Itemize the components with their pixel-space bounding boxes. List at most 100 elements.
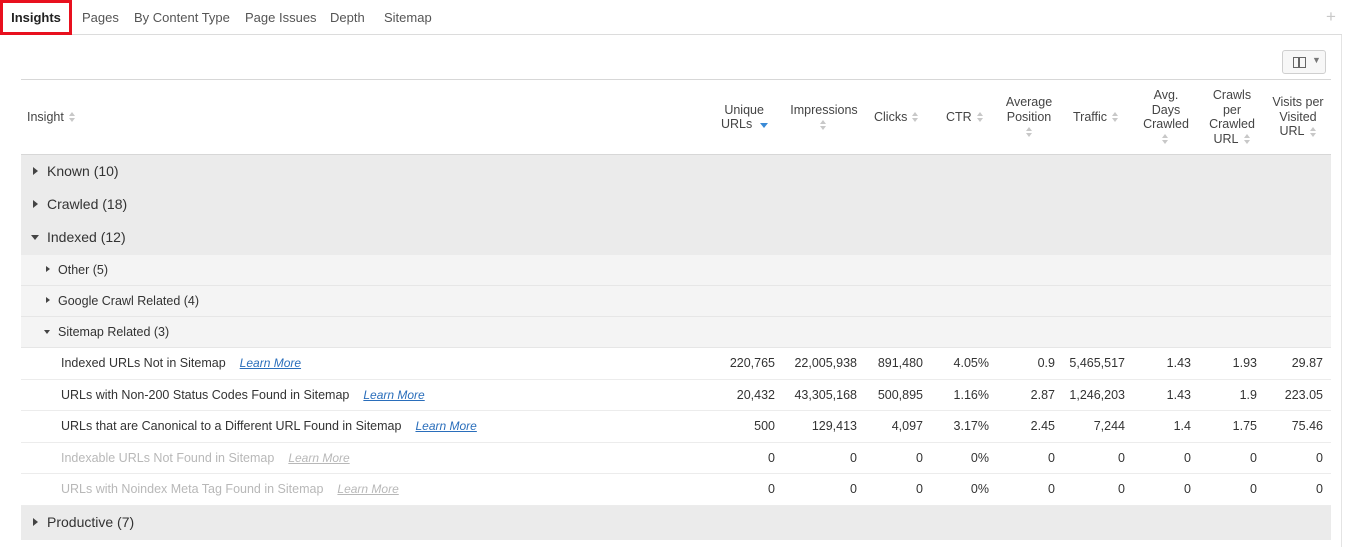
- column-label: Insight: [27, 109, 64, 124]
- tab-divider: [0, 34, 1342, 35]
- plus-icon[interactable]: +: [1326, 7, 1336, 26]
- column-header-traffic[interactable]: Traffic: [1073, 80, 1119, 154]
- column-header-crawls-per-crawled-url[interactable]: Crawls per Crawled URL: [1204, 80, 1260, 154]
- cell-crawls-per: 0: [1250, 482, 1257, 496]
- insight-name: Indexed URLs Not in Sitemap Learn More: [61, 348, 301, 379]
- cell-avg-position: 2.45: [1030, 419, 1055, 433]
- cell-clicks: 500,895: [877, 387, 923, 402]
- subgroup-row-google-crawl[interactable]: Google Crawl Related (4): [21, 286, 1331, 317]
- column-label: Avg. Days Crawled: [1143, 88, 1189, 146]
- caret-right-icon: [46, 266, 50, 272]
- cell-traffic: 0: [1118, 482, 1125, 496]
- tab-by-content-type[interactable]: By Content Type: [134, 10, 230, 25]
- sort-icon: [1025, 126, 1033, 137]
- insight-name: URLs with Non-200 Status Codes Found in …: [61, 380, 425, 411]
- insight-label: URLs that are Canonical to a Different U…: [61, 419, 402, 433]
- subgroup-label: Sitemap Related (3): [58, 325, 170, 339]
- sort-icon: [976, 112, 984, 122]
- column-label: Clicks: [874, 109, 908, 124]
- caret-right-icon: [46, 297, 50, 303]
- table-row[interactable]: URLs that are Canonical to a Different U…: [21, 411, 1331, 443]
- cell-clicks: 0: [916, 450, 923, 465]
- cell-clicks: 4,097: [891, 419, 923, 433]
- insight-label: Indexable URLs Not Found in Sitemap: [61, 450, 275, 465]
- columns-icon: [1293, 57, 1306, 68]
- cell-avg-days: 0: [1184, 450, 1191, 465]
- sort-icon: [1162, 134, 1169, 145]
- tab-depth[interactable]: Depth: [330, 10, 365, 25]
- cell-avg-days: 1.43: [1166, 387, 1191, 402]
- cell-ctr: 0%: [970, 482, 989, 496]
- group-row-crawled[interactable]: Crawled (18): [21, 188, 1331, 221]
- cell-traffic: 0: [1118, 450, 1125, 465]
- learn-more-link[interactable]: Learn More: [337, 482, 399, 496]
- insight-name: Indexable URLs Not Found in Sitemap Learn…: [61, 443, 350, 474]
- caret-down-icon: [44, 330, 50, 334]
- column-picker-button[interactable]: ▼: [1282, 50, 1326, 74]
- column-label: Traffic: [1073, 109, 1108, 124]
- tab-sitemap[interactable]: Sitemap: [384, 10, 432, 25]
- column-header-average-position[interactable]: Average Position: [1001, 80, 1057, 154]
- group-row-productive[interactable]: Productive (7): [21, 505, 1331, 540]
- cell-clicks: 891,480: [877, 356, 923, 370]
- column-label: Unique URLs: [721, 103, 769, 132]
- group-row-indexed[interactable]: Indexed (12): [21, 221, 1331, 255]
- table-row[interactable]: Indexed URLs Not in Sitemap Learn More 220…: [21, 348, 1331, 380]
- insight-label: Indexed URLs Not in Sitemap: [61, 356, 226, 370]
- cell-visits-per: 223.05: [1284, 387, 1323, 402]
- subgroup-row-sitemap[interactable]: Sitemap Related (3): [21, 317, 1331, 348]
- learn-more-link[interactable]: Learn More: [415, 419, 477, 433]
- group-label: Crawled (18): [47, 196, 128, 212]
- learn-more-link[interactable]: Learn More: [288, 450, 350, 465]
- cell-impressions: 129,413: [811, 419, 857, 433]
- sort-desc-icon: [760, 120, 769, 130]
- insight-name: URLs with Noindex Meta Tag Found in Site…: [61, 474, 399, 505]
- table-row[interactable]: URLs with Non-200 Status Codes Found in …: [21, 379, 1331, 411]
- cell-impressions: 0: [850, 450, 857, 465]
- column-header-unique-urls[interactable]: Unique URLs: [721, 80, 769, 154]
- panel-border: [1341, 35, 1342, 547]
- sort-icon: [68, 112, 76, 122]
- table-row[interactable]: Indexable URLs Not Found in Sitemap Learn…: [21, 442, 1331, 474]
- group-row-known[interactable]: Known (10): [21, 155, 1331, 188]
- sort-icon: [912, 112, 919, 122]
- column-label: Average Position: [1006, 95, 1052, 139]
- column-header-insight[interactable]: Insight: [27, 80, 76, 154]
- group-label: Productive (7): [47, 513, 135, 530]
- learn-more-link[interactable]: Learn More: [239, 356, 302, 370]
- cell-crawls-per: 0: [1250, 450, 1257, 465]
- column-label: CTR: [946, 109, 972, 124]
- tab-pages[interactable]: Pages: [82, 10, 119, 25]
- cell-traffic: 1,246,203: [1069, 387, 1125, 402]
- column-header-visits-per-visited-url[interactable]: Visits per Visited URL: [1267, 80, 1329, 154]
- cell-visits-per: 0: [1316, 482, 1323, 496]
- column-header-ctr[interactable]: CTR: [946, 80, 984, 154]
- cell-unique-urls: 0: [768, 482, 775, 496]
- caret-right-icon: [33, 200, 38, 208]
- chevron-down-icon: ▼: [1312, 55, 1321, 65]
- cell-ctr: 0%: [970, 450, 989, 465]
- column-header-impressions[interactable]: Impressions: [787, 80, 861, 154]
- column-label: Crawls per Crawled URL: [1209, 88, 1255, 146]
- cell-visits-per: 29.87: [1291, 356, 1323, 370]
- tab-page-issues[interactable]: Page Issues: [245, 10, 317, 25]
- cell-unique-urls: 20,432: [736, 387, 775, 402]
- cell-unique-urls: 500: [754, 419, 775, 433]
- cell-impressions: 22,005,938: [794, 356, 857, 370]
- cell-impressions: 43,305,168: [794, 387, 857, 402]
- cell-visits-per: 0: [1316, 450, 1323, 465]
- table-row[interactable]: URLs with Noindex Meta Tag Found in Site…: [21, 474, 1331, 506]
- caret-right-icon: [33, 167, 38, 175]
- sort-icon: [820, 119, 827, 130]
- column-header-avg-days-crawled[interactable]: Avg. Days Crawled: [1140, 80, 1192, 154]
- sort-icon: [1112, 112, 1119, 122]
- column-header-clicks[interactable]: Clicks: [874, 80, 919, 154]
- group-label: Indexed (12): [47, 229, 126, 245]
- cell-ctr: 3.17%: [953, 419, 989, 433]
- cell-ctr: 1.16%: [953, 387, 989, 402]
- learn-more-link[interactable]: Learn More: [363, 387, 425, 402]
- insight-label: URLs with Non-200 Status Codes Found in …: [61, 387, 350, 402]
- column-label: Impressions: [790, 103, 858, 132]
- subgroup-row-other[interactable]: Other (5): [21, 255, 1331, 286]
- tab-insights[interactable]: Insights: [0, 0, 72, 35]
